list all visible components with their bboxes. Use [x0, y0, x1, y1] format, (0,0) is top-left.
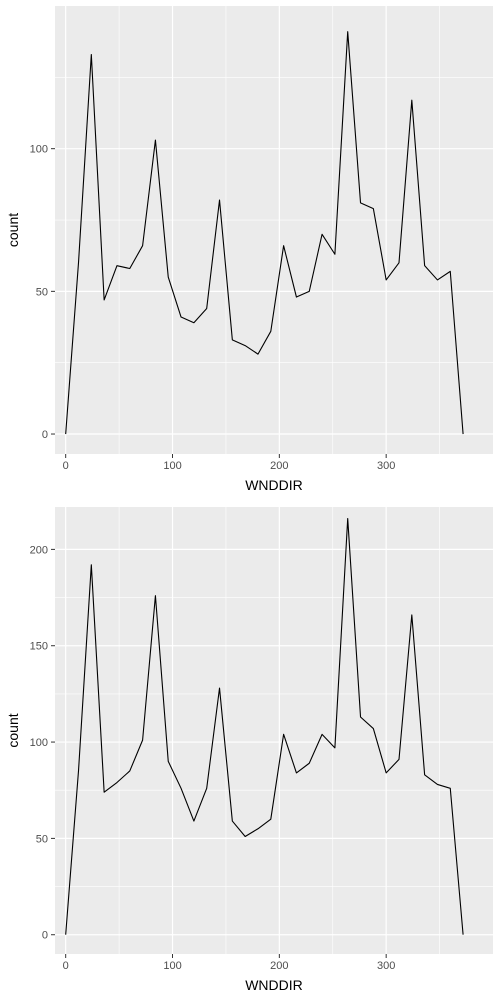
chart-top: 0 100 200 300 0 50 100 WNDDIR count — [5, 6, 493, 493]
x-axis-title: WNDDIR — [245, 977, 303, 993]
data-line — [65, 518, 464, 935]
y-tick-label: 100 — [30, 144, 48, 156]
y-tick-label: 50 — [36, 833, 48, 845]
x-axis-title: WNDDIR — [245, 477, 303, 493]
chart-top-svg: 0 100 200 300 0 50 100 WNDDIR count — [5, 6, 493, 493]
x-tick-label: 200 — [270, 960, 288, 972]
panel-background — [55, 507, 493, 954]
y-tick-label: 0 — [42, 930, 48, 942]
chart-bottom: 0 100 200 300 0 50 100 150 200 WNDDIR count — [0, 500, 500, 1000]
x-tick-label: 100 — [163, 460, 181, 472]
y-tick-label: 0 — [42, 429, 48, 441]
x-tick-label: 0 — [63, 460, 69, 472]
x-tick-label: 200 — [270, 460, 288, 472]
x-tick-label: 300 — [377, 460, 395, 472]
y-tick-label: 150 — [30, 641, 48, 653]
y-tick-label: 200 — [30, 544, 48, 556]
y-tick-label: 100 — [30, 737, 48, 749]
x-tick-label: 100 — [163, 960, 181, 972]
y-axis-title: count — [5, 713, 21, 747]
data-line — [65, 31, 464, 435]
x-tick-label: 0 — [63, 960, 69, 972]
chart-bottom-svg: 0 100 200 300 0 50 100 150 200 WNDDIR count — [5, 507, 493, 993]
panel-background — [55, 6, 493, 454]
y-axis-title: count — [5, 213, 21, 247]
x-tick-label: 300 — [377, 960, 395, 972]
y-tick-label: 50 — [36, 286, 48, 298]
